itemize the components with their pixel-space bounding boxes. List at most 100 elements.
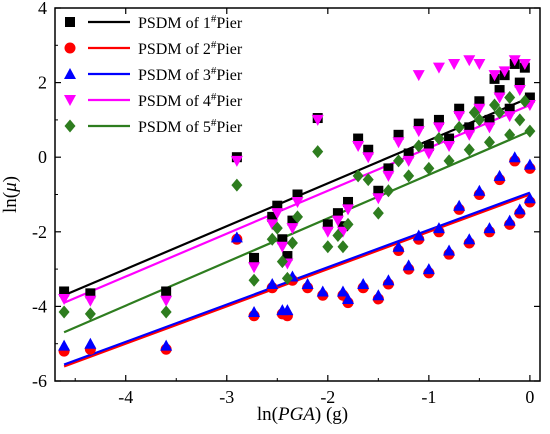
data-point xyxy=(513,85,526,97)
data-point xyxy=(58,339,71,351)
data-point xyxy=(489,98,501,112)
x-tick-label: 0 xyxy=(525,387,534,407)
legend-label-1: PSDM of 1#Pier xyxy=(138,13,243,32)
data-point xyxy=(443,244,456,256)
x-axis-label: ln(PGA) (g) xyxy=(257,404,348,425)
data-point xyxy=(504,103,515,114)
data-point xyxy=(493,92,506,104)
data-point xyxy=(363,144,374,155)
data-point xyxy=(393,154,405,168)
data-point xyxy=(443,154,455,168)
data-point xyxy=(292,210,303,224)
legend-label-4: PSDM of 4#Pier xyxy=(138,91,243,110)
series-2-points xyxy=(58,155,536,357)
data-point xyxy=(160,305,172,319)
series-3-points xyxy=(58,151,536,351)
data-point xyxy=(494,105,506,119)
axis-ticks: -4 -3 -2 -1 0 -6 -4 -2 0 2 4 xyxy=(32,0,540,407)
data-point xyxy=(231,178,243,192)
data-point xyxy=(372,206,384,220)
y-tick-label: -4 xyxy=(32,296,47,316)
data-point xyxy=(84,337,97,349)
fit-lines xyxy=(63,96,531,368)
data-point xyxy=(267,211,278,222)
data-point xyxy=(343,196,354,207)
data-point xyxy=(412,229,425,241)
data-point xyxy=(276,241,289,253)
data-point xyxy=(383,163,394,174)
data-point xyxy=(282,251,293,262)
data-point xyxy=(488,70,501,82)
data-point xyxy=(85,288,96,299)
data-point xyxy=(357,278,370,290)
data-point xyxy=(286,236,298,250)
legend-label-5: PSDM of 5#Pier xyxy=(138,117,243,136)
data-point xyxy=(518,58,531,70)
data-point xyxy=(332,208,343,219)
data-point xyxy=(484,114,495,125)
data-point xyxy=(248,262,261,274)
y-axis-label: ln(μ) xyxy=(0,176,21,213)
data-point xyxy=(281,304,294,316)
data-point xyxy=(523,192,536,204)
data-point xyxy=(336,285,349,297)
data-point xyxy=(322,219,333,230)
data-point xyxy=(272,200,283,211)
data-point xyxy=(513,203,526,215)
x-tick-label: -4 xyxy=(118,387,133,407)
data-point xyxy=(301,278,314,290)
data-point xyxy=(423,161,435,175)
data-point xyxy=(463,233,476,245)
data-point xyxy=(422,263,435,275)
data-point xyxy=(342,292,355,304)
x-tick-label: -1 xyxy=(421,387,436,407)
data-point xyxy=(382,184,394,198)
data-point xyxy=(393,129,404,140)
legend-marker-5 xyxy=(64,119,76,133)
data-point xyxy=(423,141,434,152)
y-tick-label: -6 xyxy=(32,371,47,391)
data-point xyxy=(443,141,456,153)
data-point xyxy=(463,55,476,67)
data-point xyxy=(433,114,444,125)
data-point xyxy=(84,307,96,321)
data-point xyxy=(160,295,173,307)
series-4-points xyxy=(58,55,536,307)
data-point xyxy=(276,255,288,269)
data-point xyxy=(473,58,486,70)
data-point xyxy=(503,214,516,226)
data-point xyxy=(464,122,475,133)
data-point xyxy=(362,173,374,187)
data-point xyxy=(392,240,405,252)
y-tick-label: 2 xyxy=(38,73,47,93)
data-point xyxy=(372,193,385,205)
data-point xyxy=(432,122,445,134)
data-point xyxy=(493,169,506,181)
data-point xyxy=(337,240,349,254)
data-point xyxy=(248,305,261,317)
data-point xyxy=(508,55,521,67)
data-point xyxy=(504,128,516,142)
data-point xyxy=(453,111,466,123)
data-point xyxy=(453,120,465,134)
data-point xyxy=(311,114,324,126)
data-point xyxy=(524,92,535,103)
data-point xyxy=(508,151,521,163)
data-point xyxy=(444,133,455,144)
x-tick-label: -2 xyxy=(320,387,335,407)
data-point xyxy=(432,222,445,234)
y-tick-label: 4 xyxy=(38,0,47,18)
data-point xyxy=(266,219,279,231)
data-point xyxy=(413,139,425,153)
data-point xyxy=(271,208,284,220)
data-point xyxy=(473,113,485,127)
data-point xyxy=(432,62,445,74)
data-point xyxy=(331,215,344,227)
data-point xyxy=(352,141,365,153)
legend-label-2: PSDM of 2#Pier xyxy=(138,39,243,58)
data-point xyxy=(353,133,364,144)
legend-marker-1 xyxy=(65,17,75,27)
data-point xyxy=(473,103,486,115)
data-point xyxy=(524,124,536,138)
